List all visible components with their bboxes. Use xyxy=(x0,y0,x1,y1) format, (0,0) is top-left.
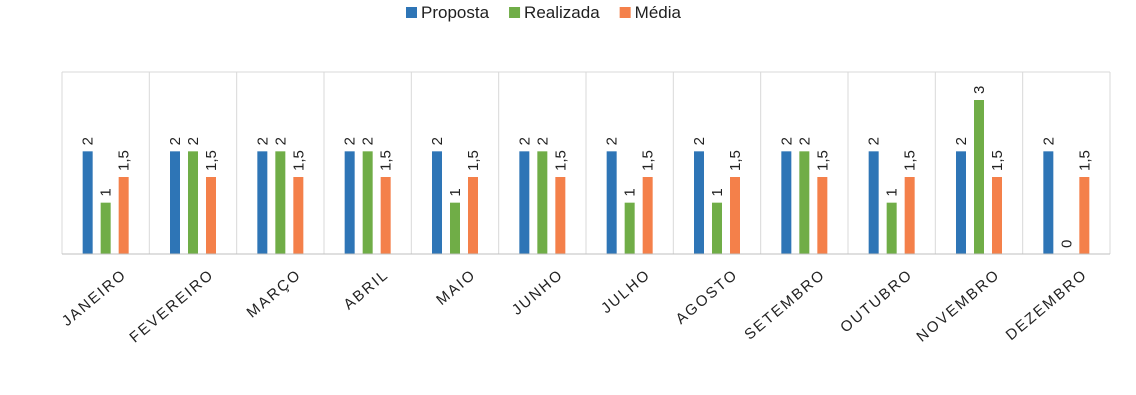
data-label: 2 xyxy=(796,137,813,145)
legend-label: Proposta xyxy=(421,3,490,22)
x-tick-label: DEZEMBRO xyxy=(1003,266,1091,344)
bar-realizada xyxy=(974,100,984,254)
bar-realizada xyxy=(100,202,111,254)
data-label: 2 xyxy=(1040,137,1057,145)
data-label: 2 xyxy=(953,137,970,145)
data-label: 1,5 xyxy=(814,150,831,171)
bar-média xyxy=(642,177,653,254)
data-label: 2 xyxy=(254,137,271,145)
bar-proposta xyxy=(519,151,530,254)
data-label: 2 xyxy=(429,137,446,145)
bar-média xyxy=(380,177,391,254)
bar-realizada xyxy=(799,151,810,254)
data-label: 2 xyxy=(604,137,621,145)
bar-proposta xyxy=(82,151,93,254)
legend: Proposta Realizada Média xyxy=(406,3,682,22)
x-tick-label: JANEIRO xyxy=(59,266,130,330)
data-label: 2 xyxy=(80,137,97,145)
data-label: 2 xyxy=(360,137,377,145)
bar-realizada xyxy=(712,202,722,254)
legend-swatch xyxy=(509,7,521,18)
data-label: 2 xyxy=(534,137,551,145)
bar-média xyxy=(118,177,129,254)
data-label: 1,5 xyxy=(640,150,657,171)
data-label: 1 xyxy=(884,188,901,196)
legend-label: Realizada xyxy=(524,3,600,22)
data-label: 3 xyxy=(971,86,988,94)
x-tick-label: FEVEREIRO xyxy=(126,266,217,346)
bar-proposta xyxy=(432,151,442,254)
gridlines xyxy=(61,71,1111,254)
x-tick-label: JULHO xyxy=(598,266,654,317)
data-label: 2 xyxy=(778,137,795,145)
bar-média xyxy=(730,177,740,254)
bar-média xyxy=(817,177,828,254)
data-label: 1,5 xyxy=(902,150,919,171)
bar-média xyxy=(904,177,915,254)
data-label: 2 xyxy=(866,137,883,145)
data-label: 1,5 xyxy=(727,150,744,171)
data-label: 1,5 xyxy=(203,150,220,171)
legend-label: Média xyxy=(635,3,682,22)
bar-proposta xyxy=(694,151,704,254)
bar-média xyxy=(293,177,304,254)
data-label: 1,5 xyxy=(465,150,482,171)
data-label: 0 xyxy=(1058,240,1075,248)
bar-realizada xyxy=(537,151,548,254)
data-label: 1,5 xyxy=(989,150,1006,171)
data-label: 2 xyxy=(272,137,289,145)
legend-swatch xyxy=(619,7,631,18)
x-tick-label: MARÇO xyxy=(244,266,305,321)
bar-proposta xyxy=(344,151,355,254)
bar-proposta xyxy=(257,151,268,254)
x-tick-label: SETEMBRO xyxy=(741,266,829,343)
bar-média xyxy=(1079,177,1090,254)
bar-realizada xyxy=(275,151,286,254)
bar-proposta xyxy=(170,151,180,254)
bar-realizada xyxy=(624,202,635,254)
x-tick-label: NOVEMBRO xyxy=(913,266,1003,346)
bar-realizada xyxy=(188,151,198,254)
x-tick-label: ABRIL xyxy=(340,266,392,313)
data-label: 1 xyxy=(709,188,726,196)
bar-proposta xyxy=(606,151,617,254)
data-label: 1,5 xyxy=(290,150,307,171)
x-tick-label: AGOSTO xyxy=(672,266,741,328)
data-label: 1 xyxy=(447,188,464,196)
bar-média xyxy=(555,177,566,254)
data-label: 1 xyxy=(622,188,639,196)
bar-média xyxy=(992,177,1002,254)
bar-realizada xyxy=(886,202,897,254)
data-label: 2 xyxy=(516,137,533,145)
data-label: 2 xyxy=(342,137,359,145)
bar-realizada xyxy=(362,151,373,254)
data-label: 1 xyxy=(98,188,115,196)
data-label: 2 xyxy=(691,137,708,145)
data-label: 1,5 xyxy=(1076,150,1093,171)
bar-proposta xyxy=(868,151,879,254)
data-label: 1,5 xyxy=(116,150,133,171)
data-label: 1,5 xyxy=(552,150,569,171)
x-tick-label: OUTUBRO xyxy=(837,266,916,336)
data-label: 2 xyxy=(185,137,202,145)
data-label: 2 xyxy=(167,137,184,145)
bar-realizada xyxy=(450,202,460,254)
bar-proposta xyxy=(781,151,792,254)
data-label: 1,5 xyxy=(378,150,395,171)
x-tick-label: JUNHO xyxy=(509,266,567,319)
bar-proposta xyxy=(1043,151,1054,254)
bar-média xyxy=(206,177,216,254)
legend-swatch xyxy=(406,7,417,18)
bar-proposta xyxy=(956,151,966,254)
x-tick-label: MAIO xyxy=(433,266,479,309)
bar-média xyxy=(468,177,478,254)
